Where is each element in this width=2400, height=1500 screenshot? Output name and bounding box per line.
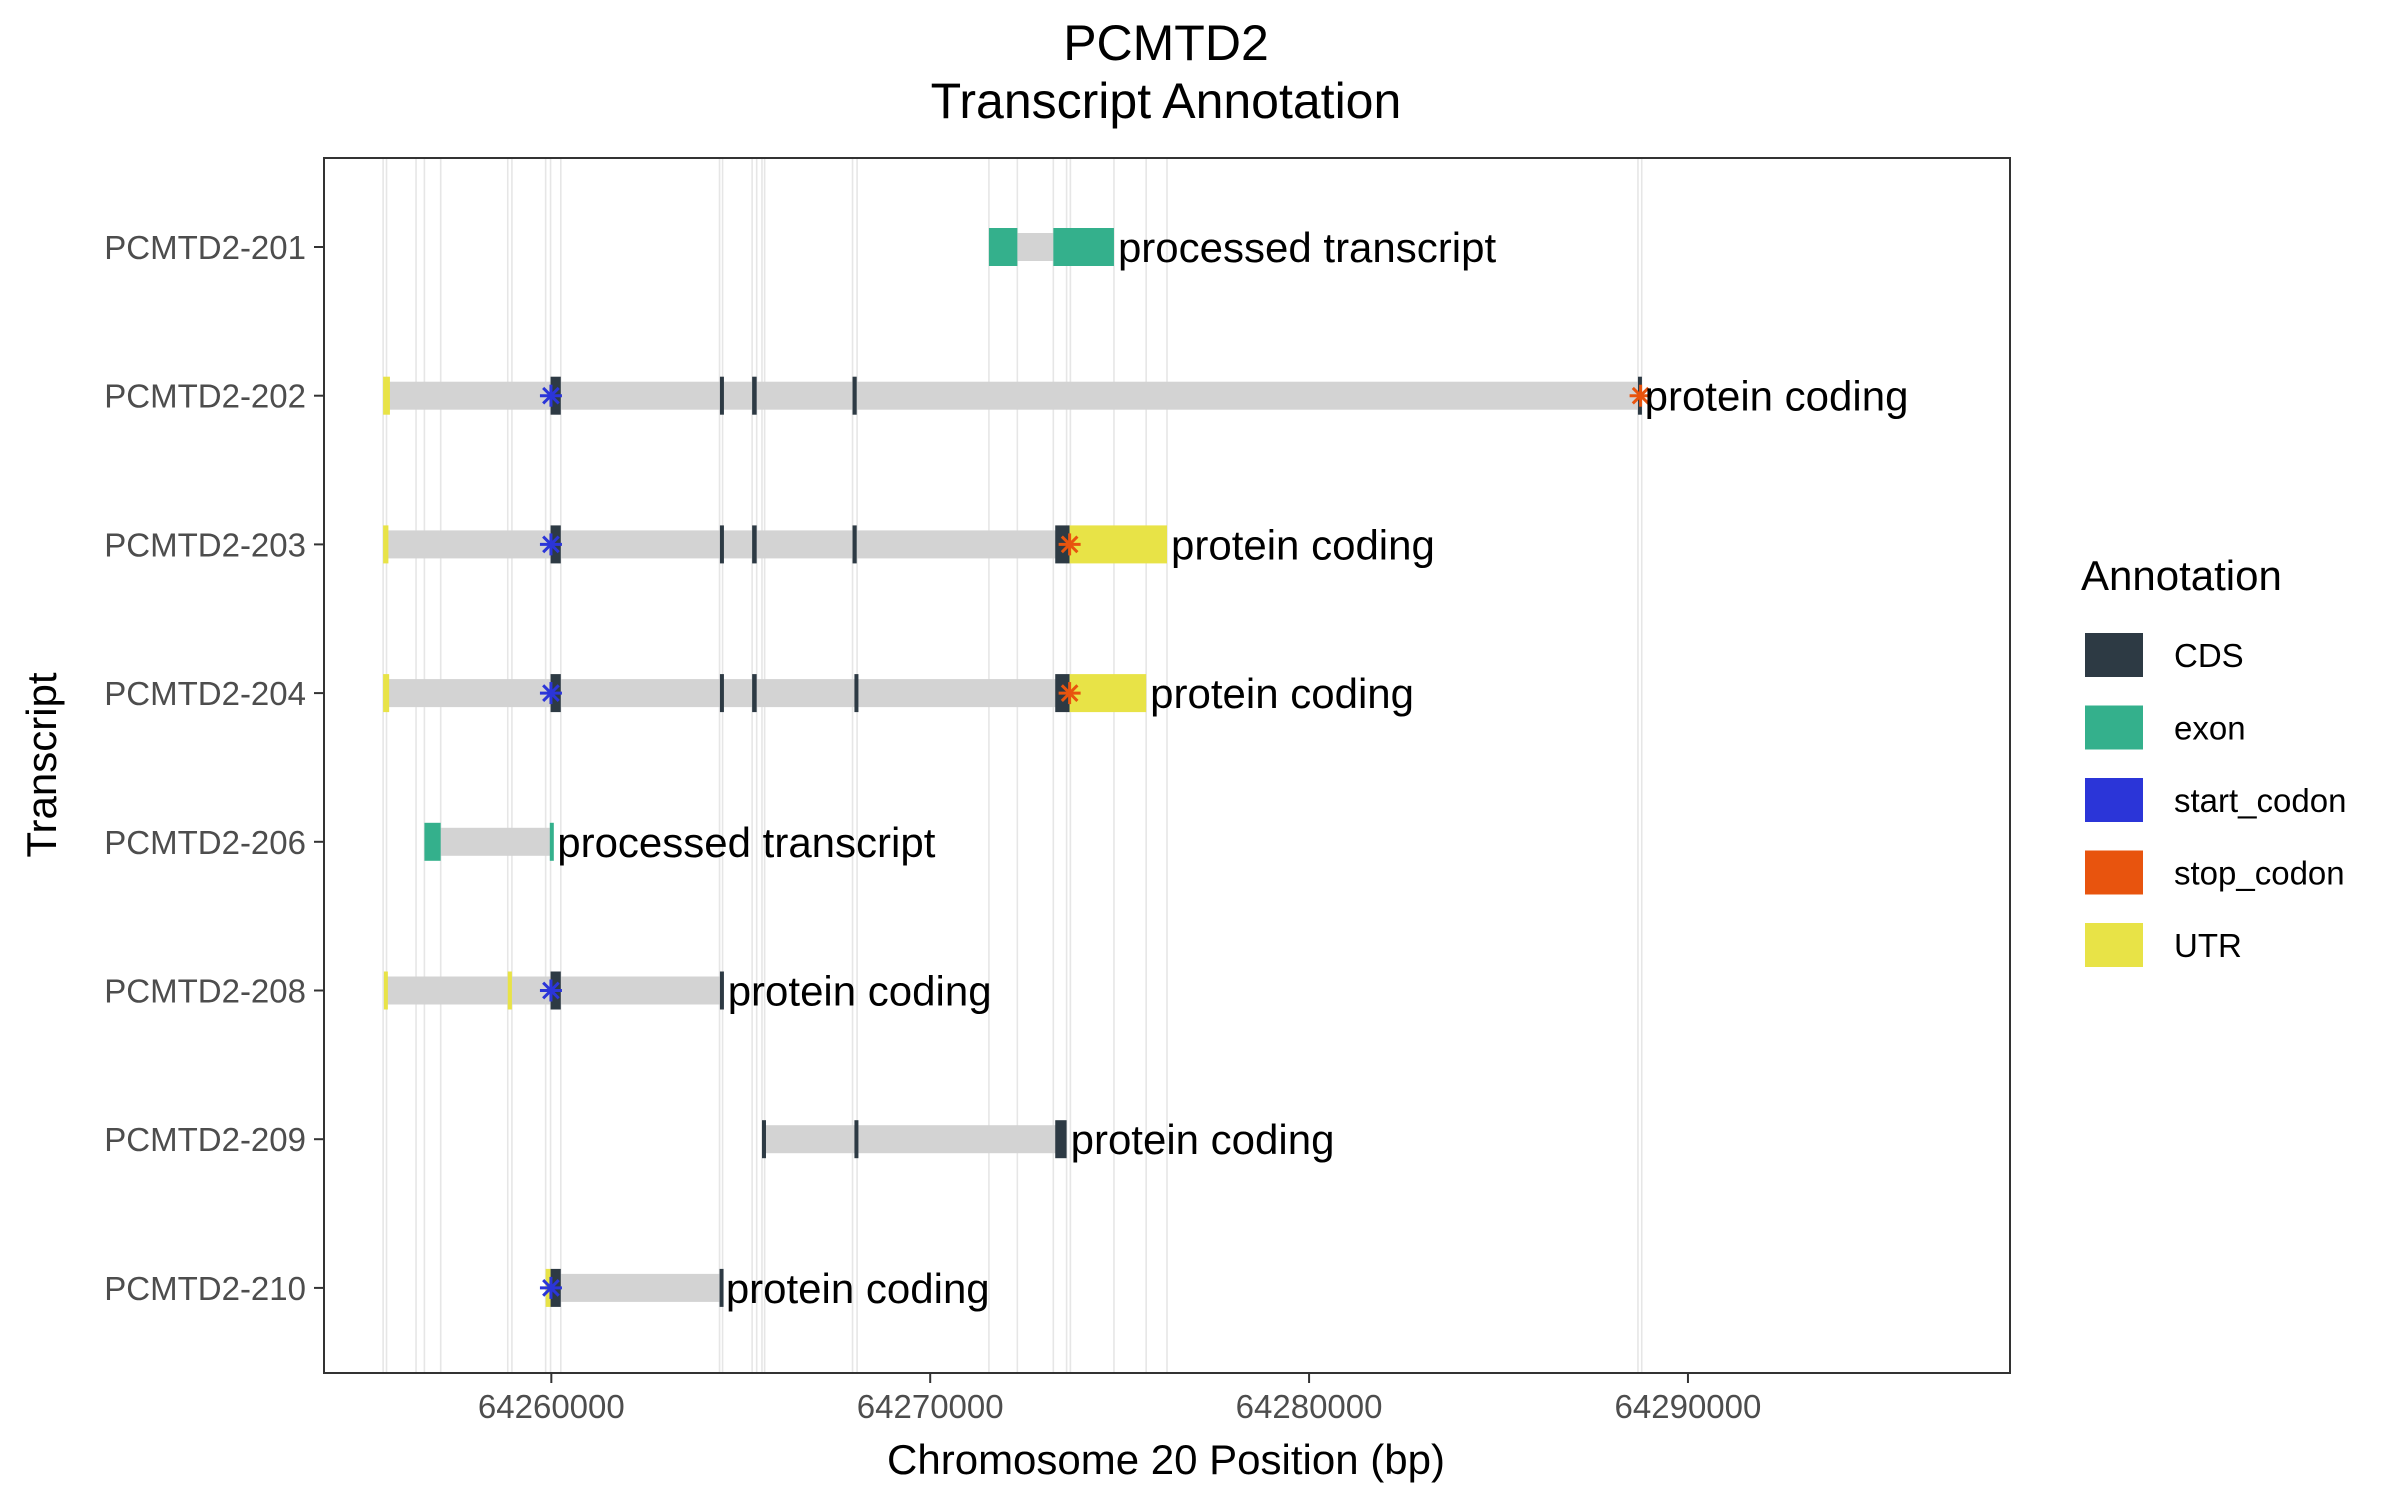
x-tick-label: 64280000	[1236, 1388, 1383, 1425]
start-codon-marker	[539, 1276, 562, 1299]
plot-panel-border	[323, 157, 2011, 1374]
stop-codon-marker	[1058, 533, 1081, 556]
cds-block	[752, 376, 757, 415]
legend-label: stop_codon	[2174, 855, 2345, 892]
intron-line	[761, 1125, 1067, 1154]
cds-block	[852, 376, 857, 415]
cds-block	[761, 1120, 766, 1159]
legend-swatch	[2085, 633, 2143, 677]
start-codon-marker	[539, 384, 562, 407]
legend-items: CDS exon start_codon stop_codon UTR	[2085, 633, 2346, 967]
utr-block	[383, 971, 388, 1010]
legend-label: UTR	[2174, 927, 2242, 964]
star-stroke	[1060, 684, 1079, 702]
start-codon-marker	[539, 533, 562, 556]
cds-block	[719, 1268, 724, 1307]
y-tick-label: PCMTD2-206	[104, 824, 306, 861]
utr-block	[1069, 525, 1167, 564]
stop-codon-marker	[1629, 384, 1652, 407]
x-axis-label: Chromosome 20 Position (bp)	[887, 1436, 1445, 1483]
star-stroke	[1631, 386, 1650, 405]
chart-subtitle: Transcript Annotation	[931, 73, 1402, 129]
feature-blocks	[383, 228, 1642, 1307]
exon-block	[988, 228, 1018, 266]
y-tick-label: PCMTD2-209	[104, 1121, 306, 1158]
biotype-label: protein coding	[1171, 521, 1435, 568]
codon-markers	[539, 384, 1652, 1299]
cds-block	[852, 525, 857, 564]
y-tick-label: PCMTD2-203	[104, 526, 306, 563]
utr-block	[383, 674, 390, 713]
utr-block	[1069, 674, 1147, 713]
legend-label: start_codon	[2174, 782, 2346, 819]
gridlines	[382, 158, 1643, 1373]
x-tick-label: 64270000	[857, 1388, 1004, 1425]
y-tick-label: PCMTD2-201	[104, 229, 306, 266]
cds-block	[752, 674, 757, 713]
exon-block	[1053, 228, 1114, 266]
cds-block	[719, 674, 724, 713]
utr-block	[383, 376, 390, 415]
legend-swatch	[2085, 923, 2143, 967]
utr-block	[507, 971, 512, 1010]
exon-block	[424, 822, 441, 861]
intron-line	[424, 827, 554, 856]
legend-swatch	[2085, 850, 2143, 895]
y-tick-label: PCMTD2-210	[104, 1270, 306, 1307]
stop-codon-marker	[1058, 682, 1081, 705]
biotype-label: protein coding	[726, 1265, 990, 1312]
start-codon-marker	[539, 979, 562, 1002]
star-stroke	[542, 981, 560, 1000]
star-stroke	[542, 386, 560, 405]
biotype-label: protein coding	[1150, 670, 1414, 717]
cds-block	[854, 674, 859, 713]
y-tick-label: PCMTD2-202	[104, 378, 306, 415]
legend-swatch	[2085, 705, 2143, 750]
cds-block	[719, 376, 724, 415]
cds-block	[719, 971, 724, 1010]
biotype-labels: protein coding protein coding protein codi…	[557, 224, 1908, 1312]
y-tick-label: PCMTD2-208	[104, 973, 306, 1010]
cds-block	[1055, 1120, 1067, 1159]
legend: Annotation CDS exon start_codon stop_codon U…	[2081, 552, 2346, 967]
legend-swatch	[2085, 778, 2143, 822]
exon-block	[549, 822, 554, 861]
start-codon-marker	[539, 682, 562, 705]
chart-title: PCMTD2	[1063, 15, 1269, 71]
intron-lines	[383, 233, 1641, 1302]
intron-line	[383, 679, 1147, 708]
legend-label: exon	[2174, 710, 2246, 747]
biotype-label: protein coding	[728, 968, 992, 1015]
y-tick-label: PCMTD2-204	[104, 675, 306, 712]
star-stroke	[542, 1279, 560, 1297]
star-stroke	[542, 684, 560, 702]
biotype-label: protein coding	[1071, 1116, 1335, 1163]
y-axis-label: Transcript	[18, 672, 65, 857]
x-tick-label: 64290000	[1615, 1388, 1762, 1425]
intron-line	[383, 530, 1167, 559]
star-stroke	[542, 535, 560, 554]
intron-line	[383, 381, 1641, 410]
x-tick-label: 64260000	[478, 1388, 625, 1425]
star-stroke	[1060, 535, 1079, 554]
biotype-label: processed transcript	[557, 819, 935, 866]
cds-block	[719, 525, 724, 564]
intron-line	[545, 1273, 722, 1302]
utr-block	[383, 525, 389, 564]
biotype-label: processed transcript	[1118, 224, 1496, 271]
cds-block	[854, 1120, 859, 1159]
legend-label: CDS	[2174, 637, 2244, 674]
y-axis: PCMTD2-210 PCMTD2-209 PCMTD2-208 PCMTD2-206…	[104, 229, 324, 1307]
cds-block	[752, 525, 757, 564]
legend-title: Annotation	[2081, 552, 2282, 599]
biotype-label: protein coding	[1645, 373, 1909, 420]
x-axis: 64260000 64270000 64280000 64290000	[478, 1373, 1761, 1425]
